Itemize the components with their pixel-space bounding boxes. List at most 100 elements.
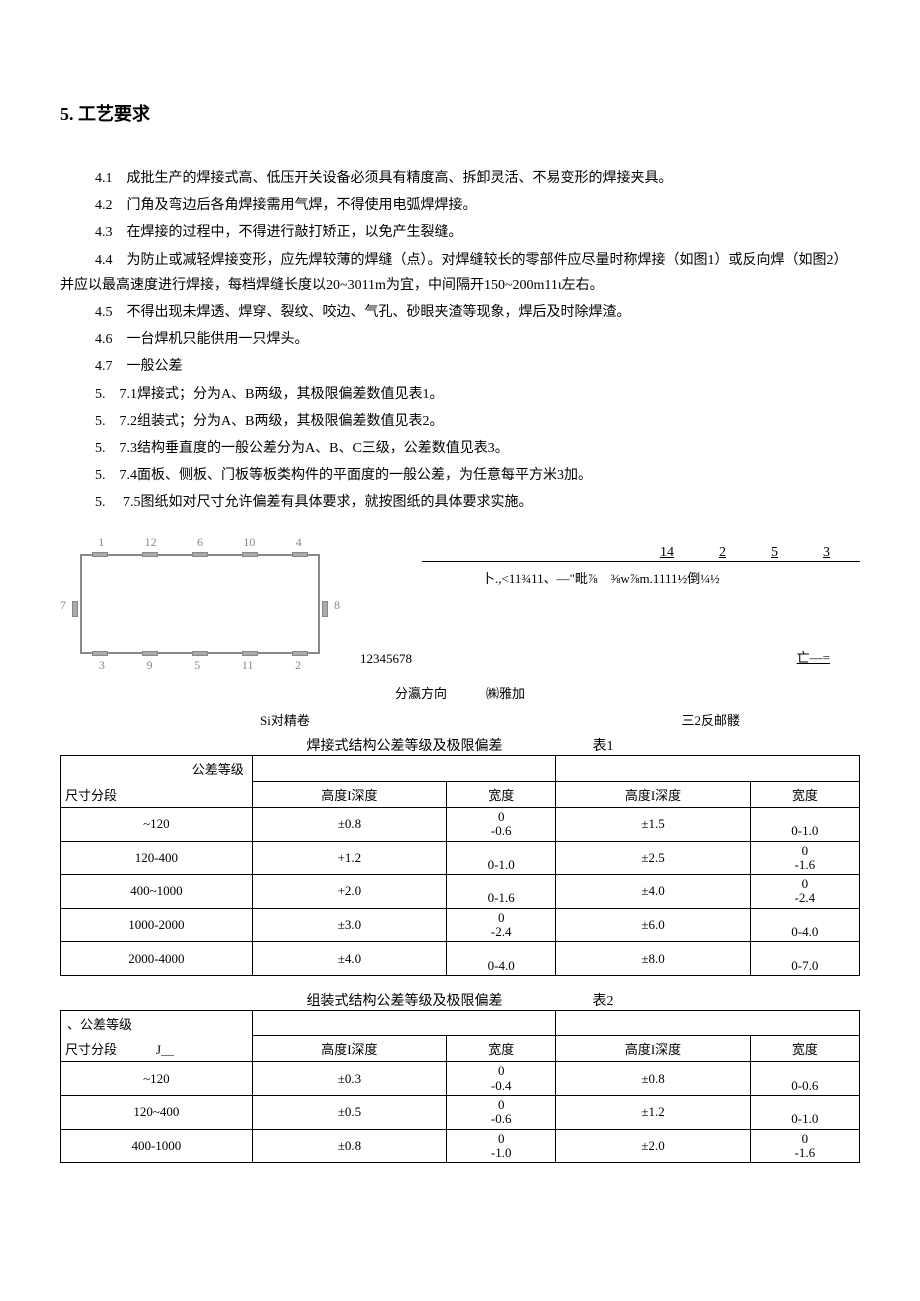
table-cell: +1.2: [252, 841, 446, 875]
table-2: 、公差等级 尺寸分段 J＿ 高度I深度 宽度 高度I深度 宽度 ~120±0.3…: [60, 1010, 860, 1163]
para-5-75: 5. 7.5图纸如对尺寸允许偏差有具体要求，就按图纸的具体要求实施。: [60, 490, 860, 515]
table-cell: 0-1.0: [750, 1096, 859, 1130]
para-4-6: 4.6 一台焊机只能供用一只焊头。: [60, 327, 860, 352]
figure-2: 14 2 5 3 卜.,<11¾11、—"毗⅞ ⅜w⅞m.1111½倒¼½ 亡—…: [422, 535, 860, 673]
figures-row: 1 12 6 10 4 7 8: [60, 535, 860, 673]
fig1-top-num: 12: [145, 535, 157, 550]
table-1: 公差等级 尺寸分段 高度I深度 宽度 高度I深度 宽度 ~120±0.80-0.…: [60, 755, 860, 975]
table-cell: 0-1.0: [750, 807, 859, 841]
section-title: 5. 工艺要求: [60, 100, 860, 126]
t1-h4: 宽度: [750, 781, 859, 807]
table-cell: 120~400: [61, 1096, 253, 1130]
t2-h3: 高度I深度: [556, 1036, 750, 1062]
para-4-4: 4.4 为防止或减轻焊接变形，应先焊较薄的焊缝（点）。对焊缝较长的零部件应尽量时…: [60, 248, 860, 298]
table-cell: ~120: [61, 1062, 253, 1096]
t1-corner-top: 公差等级: [61, 756, 253, 782]
para-5-72: 5. 7.2组装式；分为A、B两级，其极限偏差数值见表2。: [60, 409, 860, 434]
table-cell: 0-2.4: [447, 908, 556, 942]
table-cell: ±8.0: [556, 942, 750, 976]
table-cell: ±2.5: [556, 841, 750, 875]
figure-1: 1 12 6 10 4 7 8: [60, 535, 340, 673]
table-row: 400~1000+2.0 0-1.6±4.00-2.4: [61, 875, 860, 909]
table1-title: 焊接式结构公差等级及极限偏差: [307, 735, 503, 755]
t2-corner-top: 、公差等级: [61, 1010, 253, 1036]
fig1-bot-num: 9: [147, 658, 153, 673]
table-cell: 0-0.6: [447, 807, 556, 841]
t2-h1: 高度I深度: [252, 1036, 446, 1062]
fig2-right-mark: 亡—=: [422, 647, 860, 666]
para-4-5: 4.5 不得出现未焊透、焊穿、裂纹、咬边、气孔、砂眼夹渣等现象，焊后及时除焊渣。: [60, 300, 860, 325]
table-cell: ±3.0: [252, 908, 446, 942]
table-cell: 0-0.6: [447, 1096, 556, 1130]
fig1-left-label: 7: [60, 598, 66, 613]
table-cell: ±0.3: [252, 1062, 446, 1096]
paragraph-block: 4.1 成批生产的焊接式高、低压开关设备必须具有精度高、拆卸灵活、不易变形的焊接…: [60, 166, 860, 515]
table-cell: ±0.5: [252, 1096, 446, 1130]
fig1-bot-num: 2: [295, 658, 301, 673]
sub-label-right: 三2反邮髅: [681, 710, 740, 729]
table-cell: ±1.5: [556, 807, 750, 841]
table1-no: 表1: [593, 735, 614, 755]
t2-h2: 宽度: [447, 1036, 556, 1062]
table-cell: ±0.8: [556, 1062, 750, 1096]
fig1-top-num: 1: [98, 535, 104, 550]
table-cell: 0-0.6: [750, 1062, 859, 1096]
fig1-sequence: 12345678: [360, 651, 412, 667]
t1-h1: 高度I深度: [252, 781, 446, 807]
table-row: ~120±0.80-0.6±1.5 0-1.0: [61, 807, 860, 841]
para-4-1: 4.1 成批生产的焊接式高、低压开关设备必须具有精度高、拆卸灵活、不易变形的焊接…: [60, 166, 860, 191]
table-row: 400-1000±0.80-1.0±2.00-1.6: [61, 1129, 860, 1163]
t2-h4: 宽度: [750, 1036, 859, 1062]
table-cell: +2.0: [252, 875, 446, 909]
table-row: 2000-4000±4.0 0-4.0±8.0 0-7.0: [61, 942, 860, 976]
table2-title-row: 组装式结构公差等级及极限偏差 表2: [60, 990, 860, 1010]
table-cell: 0-0.4: [447, 1062, 556, 1096]
fig1-right-label: 8: [334, 598, 340, 613]
sub-labels-row: Si对精卷 三2反邮髅: [60, 710, 860, 729]
para-4-3: 4.3 在焊接的过程中，不得进行敲打矫正，以免产生裂缝。: [60, 220, 860, 245]
table2-no: 表2: [593, 990, 614, 1010]
table-cell: 0-1.6: [447, 875, 556, 909]
t1-corner-bottom: 尺寸分段: [61, 781, 253, 807]
table-cell: 0-4.0: [447, 942, 556, 976]
table-cell: ±4.0: [556, 875, 750, 909]
table-cell: 400-1000: [61, 1129, 253, 1163]
t1-h2: 宽度: [447, 781, 556, 807]
para-5-73: 5. 7.3结构垂直度的一般公差分为A、B、C三级，公差数值见表3。: [60, 436, 860, 461]
table-cell: 0-1.0: [447, 1129, 556, 1163]
fig2-num: 2: [719, 545, 726, 561]
table-cell: ±0.8: [252, 1129, 446, 1163]
fig2-num: 3: [823, 545, 830, 561]
table-cell: 400~1000: [61, 875, 253, 909]
t2-corner-bottom: 尺寸分段 J＿: [61, 1036, 253, 1062]
table-cell: ±4.0: [252, 942, 446, 976]
para-5-71: 5. 7.1焊接式；分为A、B两级，其极限偏差数值见表1。: [60, 382, 860, 407]
fig1-top-num: 10: [243, 535, 255, 550]
table2-title: 组装式结构公差等级及极限偏差: [307, 990, 503, 1010]
table-cell: 0-1.6: [750, 841, 859, 875]
table-cell: 0-1.0: [447, 841, 556, 875]
fig2-num: 14: [660, 545, 674, 561]
table-row: 120~400±0.50-0.6±1.2 0-1.0: [61, 1096, 860, 1130]
table-cell: 0-4.0: [750, 908, 859, 942]
para-4-2: 4.2 门角及弯边后各角焊接需用气焊，不得使用电弧焊焊接。: [60, 193, 860, 218]
t1-h3: 高度I深度: [556, 781, 750, 807]
table-cell: ~120: [61, 807, 253, 841]
fig1-bot-num: 11: [242, 658, 254, 673]
para-5-74: 5. 7.4面板、侧板、门板等板类构件的平面度的一般公差，为任意每平方米3加。: [60, 463, 860, 488]
table-cell: 0-7.0: [750, 942, 859, 976]
fig1-bot-num: 3: [99, 658, 105, 673]
table-row: 1000-2000±3.00-2.4±6.0 0-4.0: [61, 908, 860, 942]
fig2-garble-text: 卜.,<11¾11、—"毗⅞ ⅜w⅞m.1111½倒¼½: [422, 568, 860, 587]
table1-title-row: 焊接式结构公差等级及极限偏差 表1: [60, 735, 860, 755]
fig2-num: 5: [771, 545, 778, 561]
table-row: ~120±0.30-0.4±0.8 0-0.6: [61, 1062, 860, 1096]
table-cell: 0-1.6: [750, 1129, 859, 1163]
table-row: 120-400+1.2 0-1.0±2.50-1.6: [61, 841, 860, 875]
direction-label: 分瀛方向 ㈱雅加: [60, 683, 860, 702]
fig1-top-num: 6: [197, 535, 203, 550]
fig1-bot-num: 5: [194, 658, 200, 673]
table-cell: ±2.0: [556, 1129, 750, 1163]
para-4-7: 4.7 一般公差: [60, 354, 860, 379]
sub-label-left: Si对精卷: [260, 710, 310, 729]
